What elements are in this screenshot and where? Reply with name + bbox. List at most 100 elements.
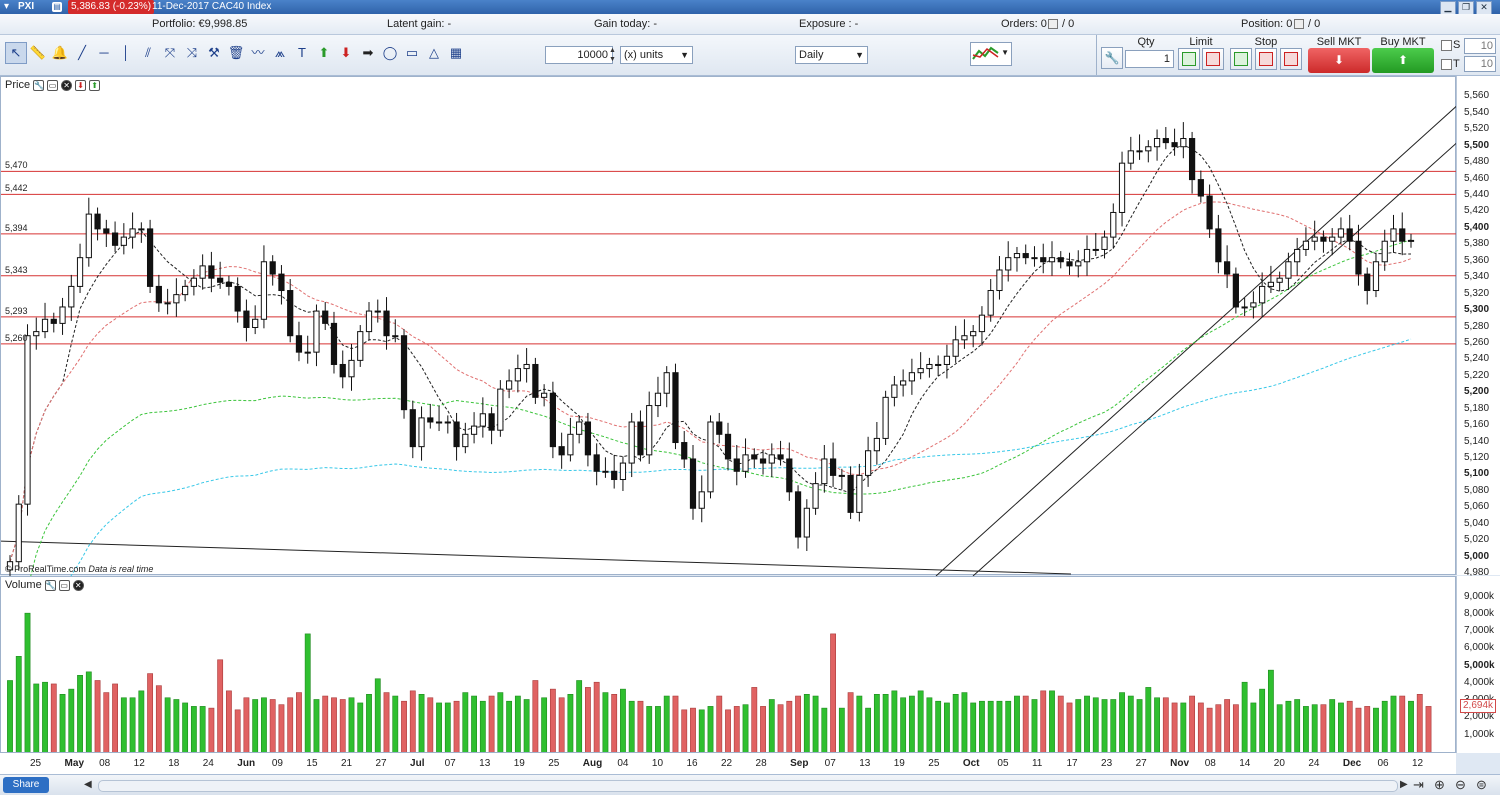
price-chart[interactable]	[1, 77, 1457, 576]
price-axis-tick: 5,240	[1464, 353, 1490, 365]
s-input[interactable]: 10	[1464, 38, 1496, 54]
volume-bar	[1127, 695, 1134, 754]
volume-bar	[725, 709, 731, 754]
fan-tool-icon[interactable]: ⤧	[164, 45, 176, 60]
text-tool-icon[interactable]: T	[298, 45, 306, 60]
zoom-reset-icon[interactable]: ⊜	[1476, 777, 1487, 792]
scroll-right-icon[interactable]: ▶	[1400, 779, 1408, 790]
date-label: 07	[824, 758, 836, 769]
units-select[interactable]: (x) units ▼	[620, 46, 693, 64]
date-label: 27	[1135, 758, 1147, 769]
t-checkbox[interactable]	[1441, 59, 1452, 70]
instrument-info-icon[interactable]: ▤	[52, 2, 62, 12]
candle-body	[1320, 236, 1327, 242]
ellipse-tool-icon[interactable]: ◯	[382, 45, 398, 60]
wrench-icon[interactable]: 🔧	[33, 79, 45, 91]
window-menu-icon[interactable]: ▾	[4, 1, 10, 12]
zoom-out-icon[interactable]: ⊖	[1455, 777, 1466, 792]
watermark: © ProRealTime.com Data is real time	[5, 564, 153, 574]
volume-bar	[444, 702, 451, 754]
volume-bar	[944, 702, 950, 754]
volume-bar	[1206, 707, 1213, 754]
zoom-in-icon[interactable]: ⊕	[1434, 777, 1445, 792]
buy-stop-icon	[1234, 52, 1248, 66]
indicator-tool-icon[interactable]: ▦	[449, 45, 463, 60]
date-label: 25	[30, 758, 42, 769]
scroll-end-icon[interactable]: ⇥	[1413, 777, 1424, 792]
level-label: 5,442	[5, 183, 28, 194]
restore-icon[interactable]: ❐	[1458, 1, 1474, 15]
buy-market-button[interactable]: ⬆	[1372, 48, 1434, 73]
order-qty-input[interactable]: 1	[1125, 50, 1174, 68]
sell-order-icon[interactable]: ⬇	[75, 79, 87, 91]
buy-limit-button[interactable]	[1178, 48, 1200, 70]
candle-body	[1188, 138, 1196, 181]
down-arrow-icon[interactable]: ⬇	[340, 45, 352, 60]
scroll-left-icon[interactable]: ◀	[84, 779, 92, 790]
volume-panel[interactable]: Volume 🔧 ▭ ✕	[0, 576, 1457, 754]
month-label: Jun	[237, 758, 256, 769]
wave-tool-icon[interactable]: 〰	[251, 45, 265, 60]
window-icon[interactable]: ▭	[58, 579, 70, 591]
vertical-line-icon[interactable]: │	[121, 45, 131, 60]
volume-bar	[865, 707, 872, 754]
horizontal-line-icon[interactable]: ─	[99, 45, 109, 60]
channel-tool-icon[interactable]: ⫽	[145, 45, 151, 60]
volume-bar	[1022, 695, 1029, 754]
candle-body	[1311, 236, 1318, 242]
rectangle-tool-icon[interactable]: ▭	[405, 45, 419, 60]
buy-stop-button[interactable]	[1230, 48, 1252, 70]
orders-toggle-icon[interactable]	[1048, 19, 1058, 29]
close-icon[interactable]: ✕	[1476, 1, 1492, 15]
volume-bar	[1303, 706, 1309, 754]
volume-bar	[908, 695, 915, 754]
trailing-stop-button[interactable]	[1280, 48, 1302, 70]
triangle-tool-icon[interactable]: △	[429, 45, 439, 60]
volume-bar	[1110, 699, 1117, 754]
alert-bell-icon[interactable]: 🔔	[51, 45, 69, 60]
candle-body	[129, 228, 136, 238]
volume-chart[interactable]	[1, 577, 1457, 754]
s-checkbox[interactable]	[1441, 40, 1452, 51]
up-arrow-icon[interactable]: ⬆	[318, 45, 330, 60]
quantity-stepper-icon[interactable]: ▲ ▼	[609, 47, 616, 63]
pattern-tool-icon[interactable]: ⩕	[274, 45, 286, 60]
position-toggle-icon[interactable]	[1294, 19, 1304, 29]
share-button[interactable]: Share	[3, 777, 49, 793]
close-icon[interactable]: ✕	[61, 79, 73, 91]
delete-drawings-icon[interactable]: 🗑	[227, 45, 245, 60]
candle-body	[1407, 239, 1415, 242]
buy-order-icon[interactable]: ⬆	[89, 79, 101, 91]
stop-label: Stop	[1254, 36, 1278, 48]
price-panel[interactable]: Price 🔧 ▭ ✕ ⬇ ⬆ 5,470 5,442 5,394 5,343 5,29…	[0, 76, 1457, 576]
minimize-icon[interactable]: ▁	[1440, 1, 1456, 15]
trendline-tool-icon[interactable]: ╱	[78, 45, 86, 60]
sell-market-button[interactable]: ⬇	[1308, 48, 1370, 73]
pitchfork-tool-icon[interactable]: ⚒	[208, 45, 220, 60]
pointer-tool-icon[interactable]: ↖	[5, 42, 27, 64]
sell-limit-button[interactable]	[1202, 48, 1224, 70]
sell-stop-button[interactable]	[1255, 48, 1277, 70]
quantity-input[interactable]: 10000	[545, 46, 613, 64]
candle-body	[120, 236, 127, 246]
chart-scrollbar[interactable]	[98, 780, 1398, 792]
ruler-tool-icon[interactable]: 📏	[29, 45, 47, 60]
volume-bar	[488, 695, 495, 754]
volume-bar	[882, 694, 889, 754]
candle-body	[444, 421, 451, 424]
candle-body	[742, 454, 749, 472]
right-arrow-icon[interactable]: ➡	[362, 45, 374, 60]
window-icon[interactable]: ▭	[47, 79, 59, 91]
date-label: 15	[306, 758, 318, 769]
chart-type-button[interactable]: ▼	[970, 42, 1012, 66]
candle-body	[208, 265, 215, 279]
fibonacci-tool-icon[interactable]: ⤨	[186, 45, 198, 60]
wrench-icon[interactable]: 🔧	[1101, 47, 1123, 69]
volume-bar	[261, 697, 267, 754]
buy-icon: ⬆	[1397, 53, 1409, 67]
close-icon[interactable]: ✕	[72, 579, 84, 591]
volume-bar	[602, 692, 609, 754]
t-input[interactable]: 10	[1464, 56, 1496, 72]
wrench-icon[interactable]: 🔧	[44, 579, 56, 591]
timeframe-select[interactable]: Daily ▼	[795, 46, 868, 64]
